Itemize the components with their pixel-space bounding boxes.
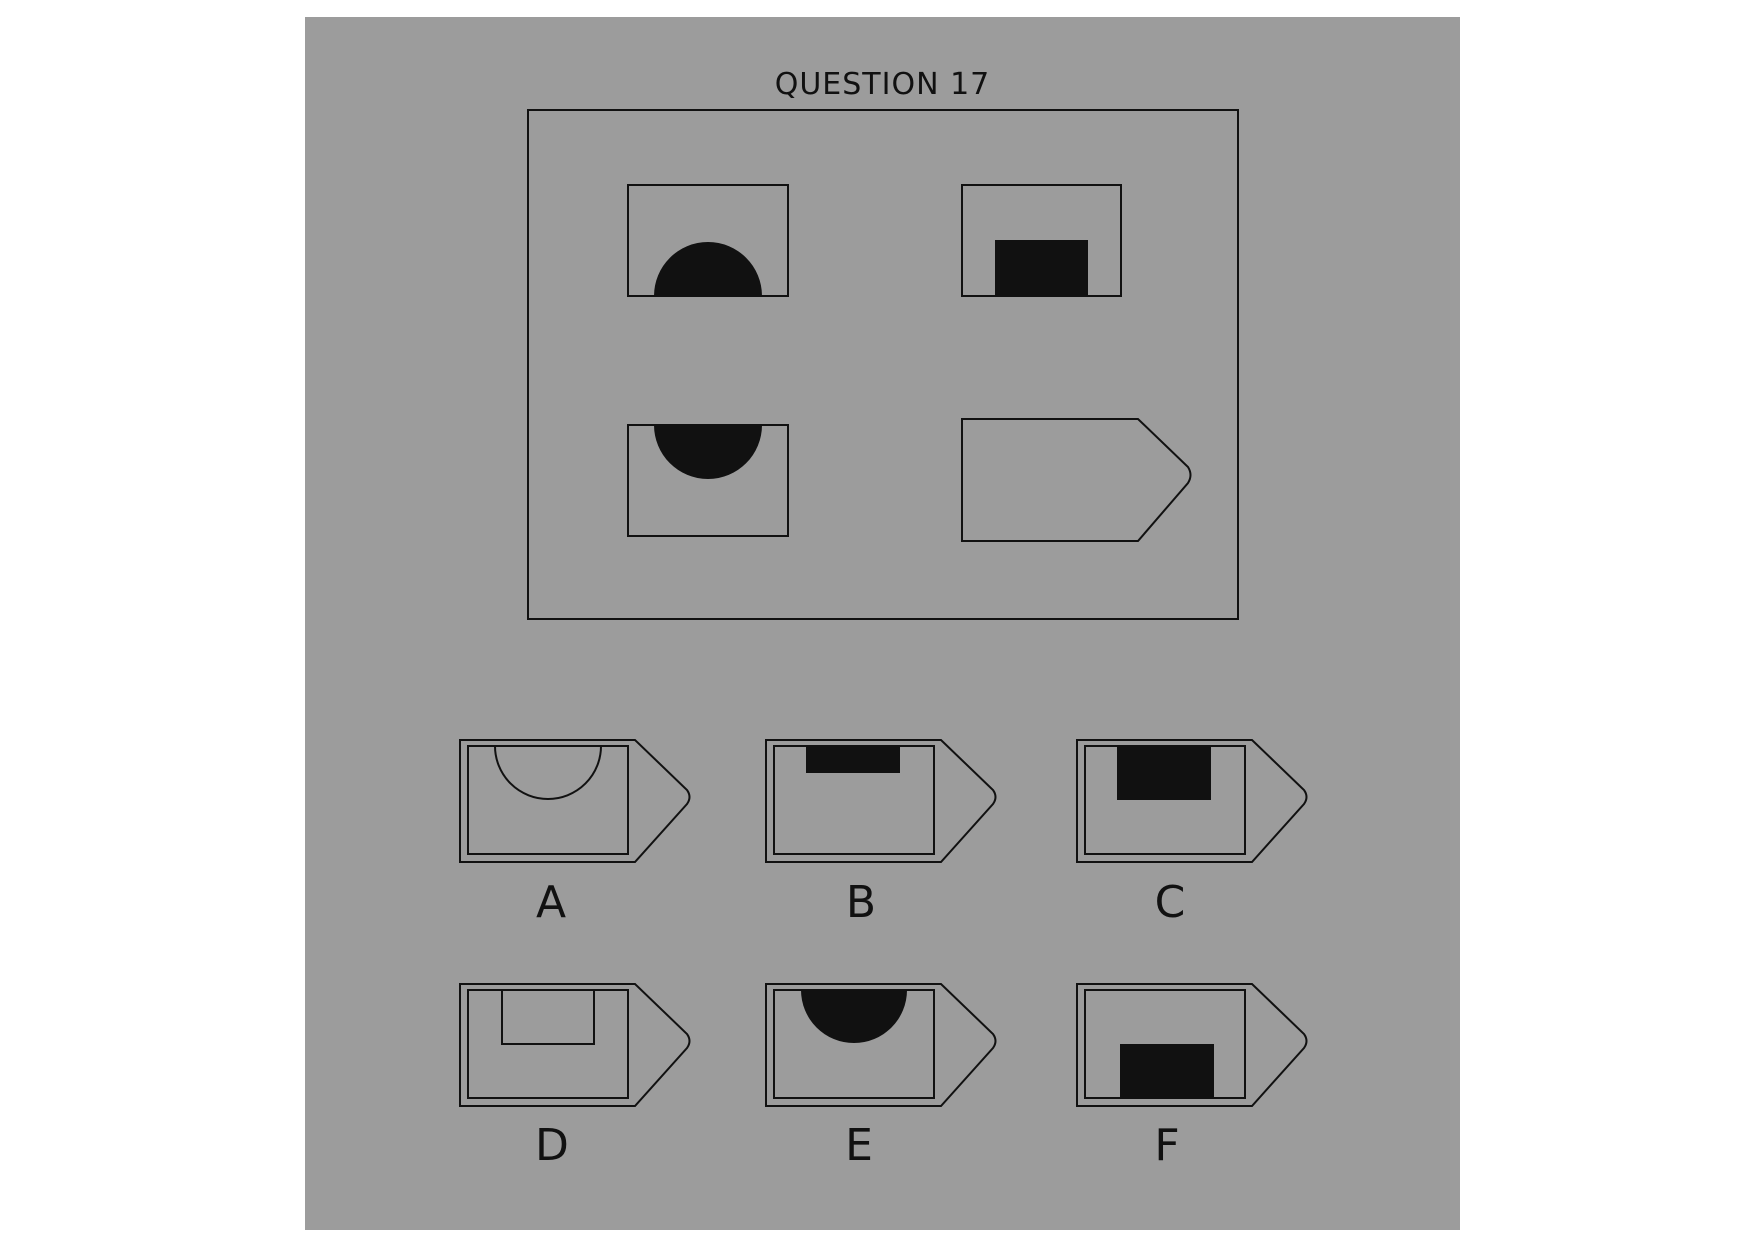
- option-e[interactable]: [765, 983, 997, 1107]
- option-label-a: A: [535, 877, 567, 928]
- arrow-tag-frame: [961, 418, 1192, 542]
- block-symbol: [1120, 1044, 1214, 1098]
- arrow-tag-frame: [459, 739, 691, 863]
- option-label-c: C: [1154, 877, 1186, 928]
- matrix-frame: [527, 109, 1239, 620]
- block-outline-symbol: [501, 989, 595, 1045]
- option-label-e: E: [845, 1120, 873, 1171]
- matrix-cell-1: [627, 184, 789, 297]
- option-b[interactable]: [765, 739, 997, 863]
- option-d[interactable]: [459, 983, 691, 1107]
- question-title: QUESTION 17: [774, 67, 991, 102]
- puzzle-figure: [459, 109, 1308, 1107]
- arrow-tag-frame: [765, 983, 997, 1107]
- puzzle-matrix: [527, 109, 1239, 620]
- matrix-cell-4: [961, 418, 1192, 542]
- question-panel: QUESTION 17: [305, 17, 1460, 1230]
- option-a[interactable]: [459, 739, 691, 863]
- arrow-tag-frame: [1076, 739, 1308, 863]
- option-label-d: D: [535, 1120, 569, 1171]
- half-circle-symbol: [654, 425, 762, 479]
- arrow-tag-frame: [1076, 983, 1308, 1107]
- option-f[interactable]: [1076, 983, 1308, 1107]
- thin-block-symbol: [806, 746, 900, 773]
- matrix-cell-3: [627, 424, 789, 537]
- inner-frame: [467, 745, 629, 855]
- arrow-tag-frame: [765, 739, 997, 863]
- option-label-b: B: [845, 877, 877, 928]
- option-label-f: F: [1154, 1120, 1180, 1171]
- matrix-cell-2: [961, 184, 1122, 297]
- half-circle-outline-symbol: [494, 745, 602, 800]
- block-symbol: [1117, 746, 1211, 800]
- block-symbol: [995, 240, 1088, 296]
- half-circle-symbol: [801, 990, 907, 1043]
- option-c[interactable]: [1076, 739, 1308, 863]
- arrow-tag-frame: [459, 983, 691, 1107]
- half-circle-symbol: [654, 242, 762, 296]
